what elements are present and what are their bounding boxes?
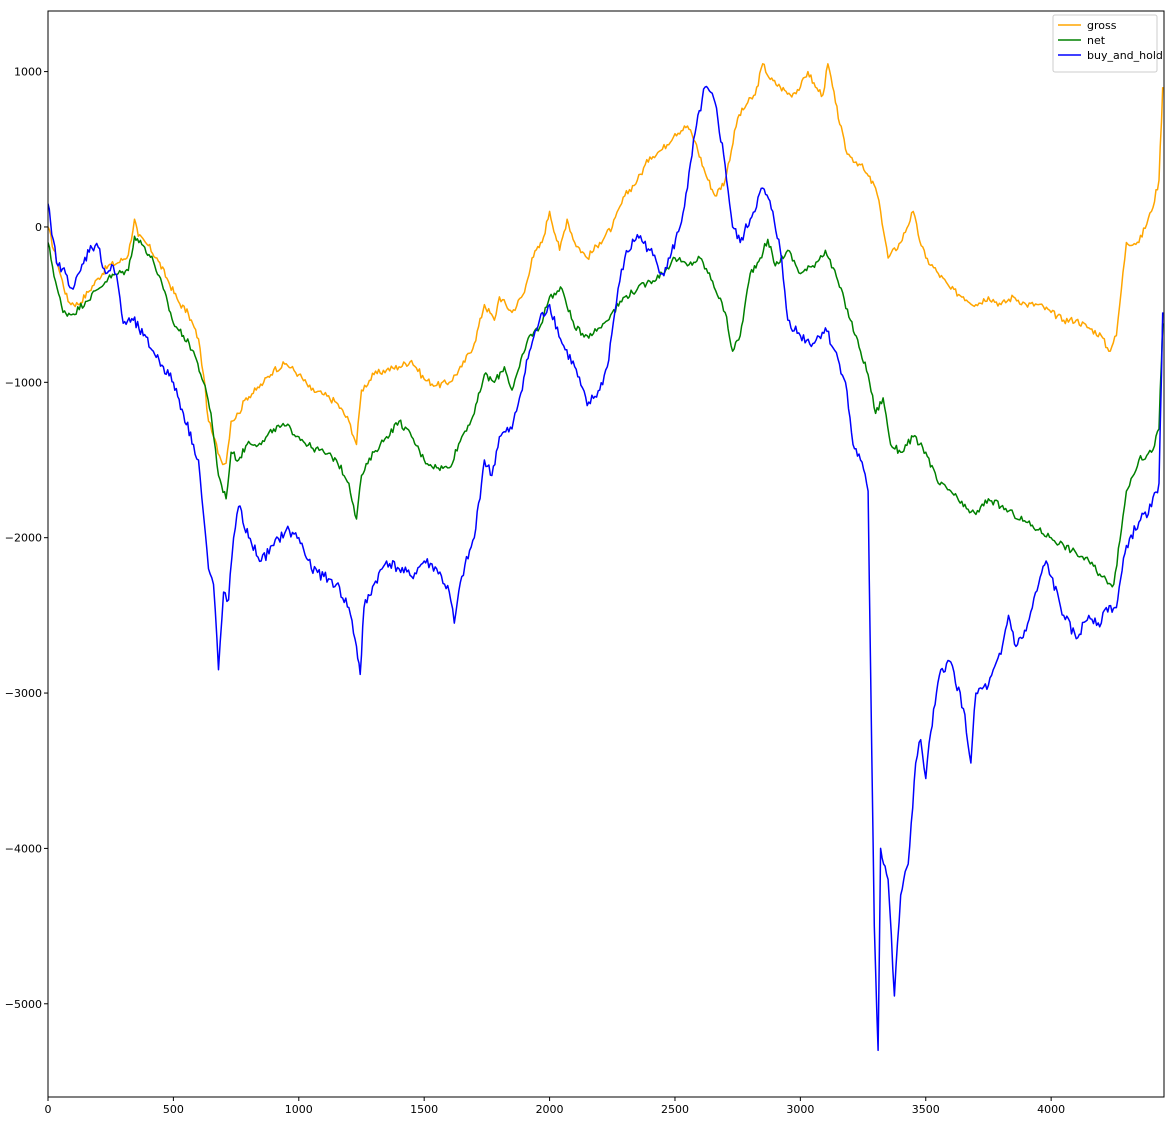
series-line-buy-and-hold <box>48 85 1164 1052</box>
x-tick-label: 3000 <box>786 1103 814 1116</box>
y-tick-label: −3000 <box>5 687 42 700</box>
legend-label-gross: gross <box>1087 19 1117 32</box>
plot-frame <box>47 10 1165 1098</box>
y-tick-label: 1000 <box>14 66 42 79</box>
x-axis: 0 500 1000 1500 2000 2500 3000 3500 4000 <box>45 1097 1065 1116</box>
x-tick-label: 4000 <box>1037 1103 1065 1116</box>
y-tick-label: −5000 <box>5 998 42 1011</box>
y-tick-label: −2000 <box>5 532 42 545</box>
legend-label-net: net <box>1087 34 1106 47</box>
x-tick-label: 2000 <box>536 1103 564 1116</box>
x-tick-label: 500 <box>163 1103 184 1116</box>
y-tick-label: 0 <box>35 221 42 234</box>
y-axis: −5000 −4000 −3000 −2000 −1000 0 1000 <box>5 66 48 1011</box>
x-tick-label: 3500 <box>912 1103 940 1116</box>
x-tick-label: 1500 <box>410 1103 438 1116</box>
x-tick-label: 1000 <box>285 1103 313 1116</box>
x-tick-label: 2500 <box>661 1103 689 1116</box>
legend-label-buy-and-hold: buy_and_hold <box>1087 49 1163 62</box>
y-tick-label: −4000 <box>5 842 42 855</box>
y-tick-label: −1000 <box>5 376 42 389</box>
series-layer <box>48 63 1164 1052</box>
x-tick-label: 0 <box>45 1103 52 1116</box>
series-line-net <box>48 235 1164 588</box>
series-line-gross <box>48 63 1164 466</box>
legend-box <box>1052 14 1158 73</box>
legend: gross net buy_and_hold <box>1052 14 1163 73</box>
